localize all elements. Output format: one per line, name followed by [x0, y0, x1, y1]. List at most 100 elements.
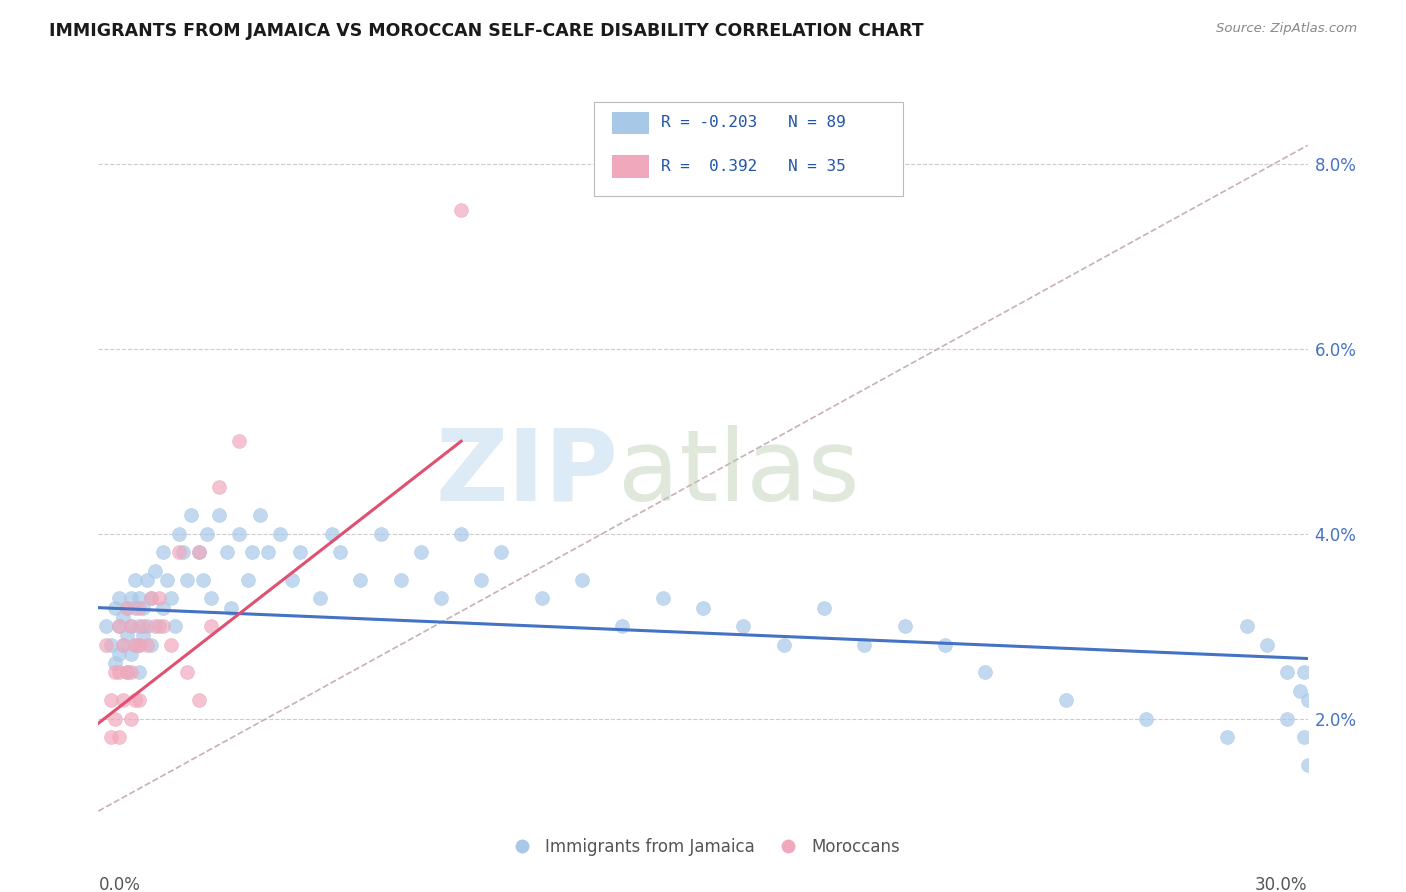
Point: [193, 573, 215, 587]
Point: [152, 619, 174, 633]
Point: [571, 573, 593, 587]
Point: [221, 600, 243, 615]
Point: [115, 628, 138, 642]
Point: [111, 610, 134, 624]
Point: [321, 526, 343, 541]
Text: 30.0%: 30.0%: [1256, 876, 1308, 892]
Point: [176, 573, 198, 587]
Point: [152, 545, 174, 559]
Point: [208, 480, 231, 494]
Point: [148, 619, 170, 633]
Point: [107, 730, 129, 744]
Point: [813, 600, 835, 615]
Point: [132, 600, 155, 615]
Point: [132, 619, 155, 633]
Point: [107, 591, 129, 606]
Point: [135, 638, 157, 652]
Point: [470, 573, 492, 587]
Point: [1054, 693, 1077, 707]
Point: [853, 638, 876, 652]
Point: [135, 573, 157, 587]
Point: [139, 591, 162, 606]
Point: [249, 508, 271, 523]
Point: [180, 508, 202, 523]
Point: [143, 564, 166, 578]
Point: [188, 693, 211, 707]
Point: [200, 619, 222, 633]
Point: [107, 619, 129, 633]
Point: [100, 693, 122, 707]
Point: [124, 693, 146, 707]
Point: [240, 545, 263, 559]
Point: [111, 638, 134, 652]
Text: ZIP: ZIP: [436, 425, 619, 522]
Point: [107, 665, 129, 680]
Point: [430, 591, 453, 606]
Point: [103, 665, 125, 680]
FancyBboxPatch shape: [595, 102, 903, 196]
Point: [128, 665, 150, 680]
Text: 0.0%: 0.0%: [98, 876, 141, 892]
Point: [128, 619, 150, 633]
Point: [236, 573, 259, 587]
Point: [115, 665, 138, 680]
Point: [163, 619, 186, 633]
FancyBboxPatch shape: [613, 112, 648, 135]
Point: [1216, 730, 1239, 744]
Point: [111, 638, 134, 652]
Point: [1288, 684, 1310, 698]
Text: R = -0.203: R = -0.203: [661, 115, 756, 129]
Point: [107, 619, 129, 633]
Point: [148, 591, 170, 606]
Point: [1277, 712, 1299, 726]
Text: R =  0.392: R = 0.392: [661, 159, 756, 174]
Point: [156, 573, 179, 587]
Point: [188, 545, 211, 559]
Text: atlas: atlas: [619, 425, 860, 522]
Point: [124, 638, 146, 652]
Point: [893, 619, 915, 633]
Point: [152, 600, 174, 615]
Point: [115, 600, 138, 615]
Point: [349, 573, 371, 587]
Point: [256, 545, 278, 559]
Point: [139, 638, 162, 652]
Point: [733, 619, 755, 633]
Point: [172, 545, 194, 559]
Point: [530, 591, 553, 606]
Point: [1296, 693, 1319, 707]
Point: [200, 591, 222, 606]
Point: [111, 693, 134, 707]
Point: [160, 591, 183, 606]
Text: N = 89: N = 89: [787, 115, 845, 129]
Point: [1277, 665, 1299, 680]
Point: [450, 526, 472, 541]
Point: [160, 638, 183, 652]
Point: [409, 545, 432, 559]
Point: [124, 573, 146, 587]
Point: [115, 600, 138, 615]
Point: [974, 665, 997, 680]
Point: [103, 656, 125, 670]
Point: [128, 638, 150, 652]
Point: [139, 591, 162, 606]
Point: [370, 526, 392, 541]
Point: [389, 573, 412, 587]
Text: IMMIGRANTS FROM JAMAICA VS MOROCCAN SELF-CARE DISABILITY CORRELATION CHART: IMMIGRANTS FROM JAMAICA VS MOROCCAN SELF…: [49, 22, 924, 40]
Point: [329, 545, 352, 559]
Point: [120, 712, 142, 726]
Point: [128, 638, 150, 652]
Point: [167, 545, 190, 559]
Point: [128, 600, 150, 615]
Point: [208, 508, 231, 523]
Point: [120, 619, 142, 633]
Point: [120, 665, 142, 680]
Point: [309, 591, 332, 606]
Legend: Immigrants from Jamaica, Moroccans: Immigrants from Jamaica, Moroccans: [499, 831, 907, 863]
Point: [1135, 712, 1157, 726]
Point: [612, 619, 634, 633]
Point: [128, 693, 150, 707]
Point: [217, 545, 239, 559]
Point: [692, 600, 714, 615]
Point: [228, 526, 250, 541]
